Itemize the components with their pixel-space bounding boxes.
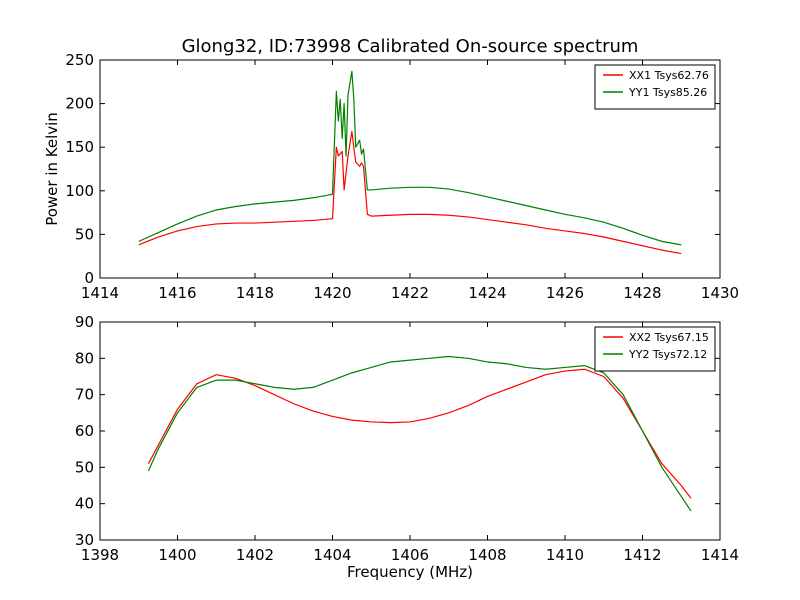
bottom-y-tick-label: 40 xyxy=(75,495,94,513)
top-legend xyxy=(594,64,716,110)
bottom-series-line-2 xyxy=(147,355,692,512)
top-x-tick-label: 1422 xyxy=(391,284,429,302)
bottom-x-tick-label: 1406 xyxy=(391,546,429,564)
bottom-x-tick-label: 1414 xyxy=(701,546,739,564)
bottom-y-tick-label: 60 xyxy=(75,422,94,440)
bottom-y-tick-label: 50 xyxy=(75,458,94,476)
bottom-y-tick-label: 80 xyxy=(75,349,94,367)
top-subplot: 1414 1416 1418 1420 1422 1424 1426 1428 1430 0 50 1… xyxy=(65,51,739,302)
bottom-x-tick-label: 1398 xyxy=(81,546,119,564)
top-y-tick-label: 100 xyxy=(65,182,94,200)
bottom-series-line-1 xyxy=(147,368,692,499)
chart-title: Glong32, ID:73998 Calibrated On-source s… xyxy=(182,36,639,57)
top-y-tick-label: 150 xyxy=(65,138,94,156)
top-y-tick-label: 250 xyxy=(65,51,94,69)
top-x-tick-label: 1426 xyxy=(546,284,584,302)
y-axis-label: Power in Kelvin xyxy=(43,112,61,226)
bottom-x-tick-label: 1404 xyxy=(313,546,351,564)
bottom-legend xyxy=(594,326,716,372)
top-legend-label: YY1 Tsys85.26 xyxy=(628,86,707,99)
bottom-x-tick-label: 1410 xyxy=(546,546,584,564)
bottom-x-tick-label: 1412 xyxy=(623,546,661,564)
bottom-x-tick-label: 1402 xyxy=(236,546,274,564)
top-x-tick-label: 1418 xyxy=(236,284,274,302)
bottom-legend-label: XX2 Tsys67.15 xyxy=(629,331,709,344)
top-y-tick-label: 0 xyxy=(84,269,94,287)
top-x-tick-label: 1416 xyxy=(158,284,196,302)
top-x-tick-label: 1428 xyxy=(623,284,661,302)
top-legend-label: XX1 Tsys62.76 xyxy=(629,69,709,82)
top-series-line-2 xyxy=(138,70,682,246)
top-x-tick-label: 1420 xyxy=(313,284,351,302)
bottom-y-tick-label: 70 xyxy=(75,386,94,404)
bottom-subplot: 1398 1400 1402 1404 1406 1408 1410 1412 1414 30 40… xyxy=(75,313,739,564)
top-y-tick-label: 200 xyxy=(65,95,94,113)
bottom-y-tick-label: 90 xyxy=(75,313,94,331)
top-x-tick-label: 1430 xyxy=(701,284,739,302)
bottom-y-tick-label: 30 xyxy=(75,531,94,549)
bottom-x-tick-label: 1408 xyxy=(468,546,506,564)
bottom-legend-label: YY2 Tsys72.12 xyxy=(628,348,707,361)
top-y-tick-label: 50 xyxy=(75,225,94,243)
top-series-line-1 xyxy=(138,130,682,255)
x-axis-label: Frequency (MHz) xyxy=(347,563,473,581)
bottom-x-tick-label: 1400 xyxy=(158,546,196,564)
top-x-tick-label: 1424 xyxy=(468,284,506,302)
top-x-tick-label: 1414 xyxy=(81,284,119,302)
